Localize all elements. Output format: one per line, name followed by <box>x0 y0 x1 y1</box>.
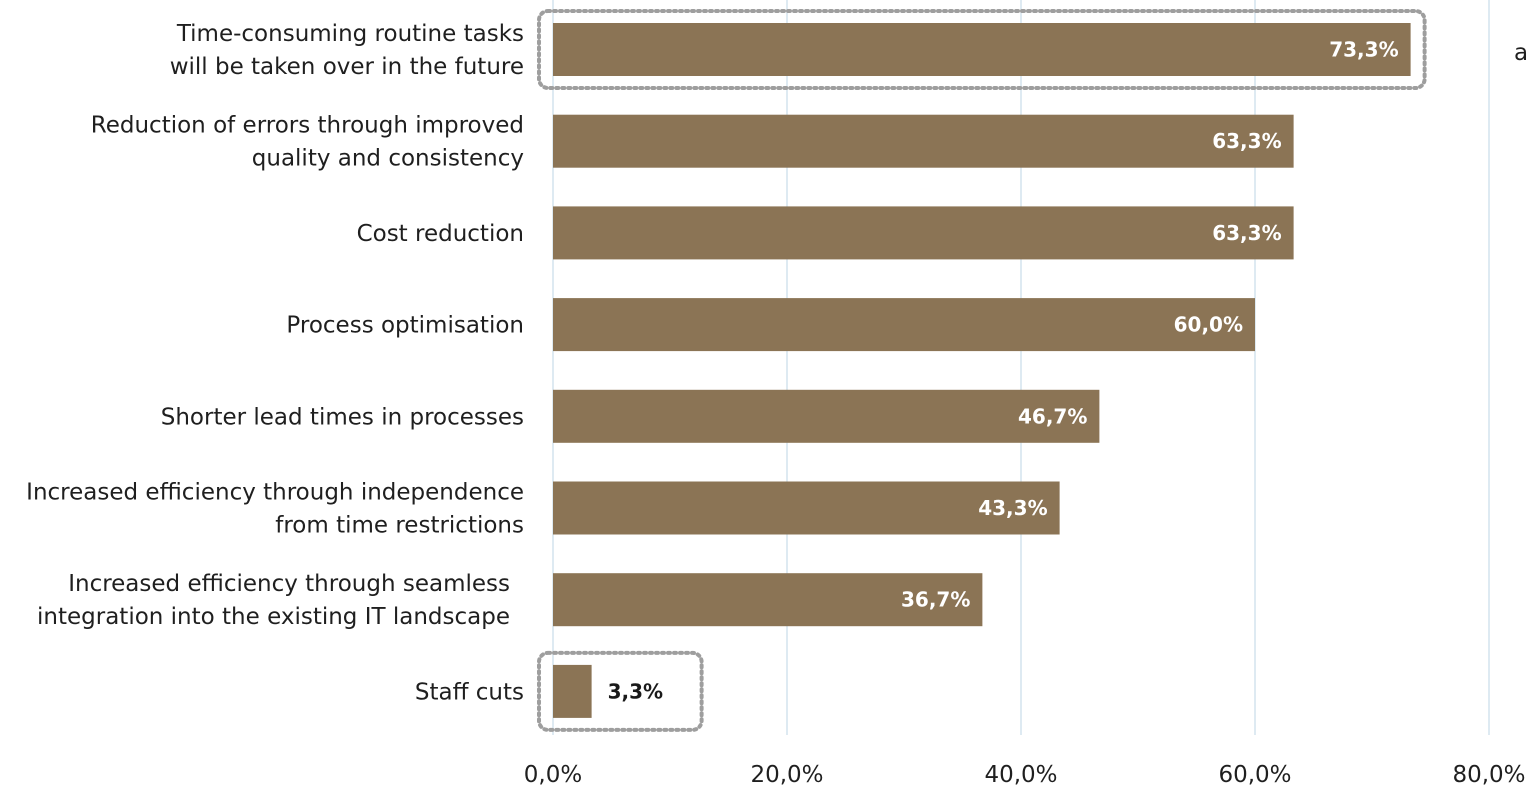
bar-value-label: 3,3% <box>608 679 663 703</box>
bar <box>553 114 1294 168</box>
x-tick-label: 40,0% <box>984 762 1057 788</box>
category-label-line: Process optimisation <box>286 313 524 339</box>
bar-value-label: 63,3% <box>1212 129 1281 153</box>
bar-value-label: 63,3% <box>1212 221 1281 245</box>
category-label-line: from time restrictions <box>275 513 524 539</box>
category-label-line: Staff cuts <box>415 679 524 705</box>
bar-value-label: 43,3% <box>978 496 1047 520</box>
category-label: Reduction of errors through improved qual… <box>91 113 524 172</box>
bar <box>553 573 983 627</box>
x-tick-label: 20,0% <box>750 762 823 788</box>
category-label-line: integration into the existing IT landsca… <box>37 604 510 630</box>
category-label-line: quality and consistency <box>252 146 524 172</box>
category-label-line: Increased efficiency through independenc… <box>26 480 524 506</box>
bar <box>553 206 1294 260</box>
bar-value-label: 36,7% <box>901 588 970 612</box>
x-tick-label: 80,0% <box>1452 762 1525 788</box>
category-labels: Time-consuming routine tasks will be take… <box>26 21 524 705</box>
highlight-box <box>537 9 1427 90</box>
highlight-boxes <box>537 9 1427 732</box>
bar-value-label: 60,0% <box>1174 313 1243 337</box>
category-label-line: Reduction of errors through improved <box>91 113 524 139</box>
category-label-line: will be taken over in the future <box>170 54 524 80</box>
bar-value-label: 46,7% <box>1018 404 1087 428</box>
category-label: Process optimisation <box>286 313 524 339</box>
side-note: a <box>1514 40 1528 66</box>
value-labels: 73,3% 63,3% 63,3% 60,0% 46,7% 43,3% 36,7% 3,3% <box>608 38 1399 704</box>
category-label-line: Increased efficiency through seamless <box>68 571 510 597</box>
x-tick-label: 0,0% <box>524 762 582 788</box>
bar <box>553 298 1255 352</box>
bar <box>553 481 1060 535</box>
bars <box>553 23 1411 718</box>
bar-value-label: 73,3% <box>1329 38 1398 62</box>
category-label-line: Cost reduction <box>357 221 524 247</box>
x-axis-tick-labels: 0,0% 20,0% 40,0% 60,0% 80,0% <box>524 762 1526 788</box>
category-label: Cost reduction <box>357 221 524 247</box>
highlight-box <box>537 650 704 732</box>
x-tick-label: 60,0% <box>1218 762 1291 788</box>
bar <box>553 664 592 718</box>
bar <box>553 23 1411 76</box>
category-label-line: Shorter lead times in processes <box>161 404 524 430</box>
category-label: Staff cuts <box>415 679 524 705</box>
bar <box>553 389 1100 443</box>
category-label: Increased efficiency through seamless int… <box>37 571 510 630</box>
category-label: Shorter lead times in processes <box>161 404 524 430</box>
category-label-line: Time-consuming routine tasks <box>176 21 524 47</box>
category-label: Increased efficiency through independenc… <box>26 480 524 539</box>
category-label: Time-consuming routine tasks will be take… <box>170 21 524 80</box>
